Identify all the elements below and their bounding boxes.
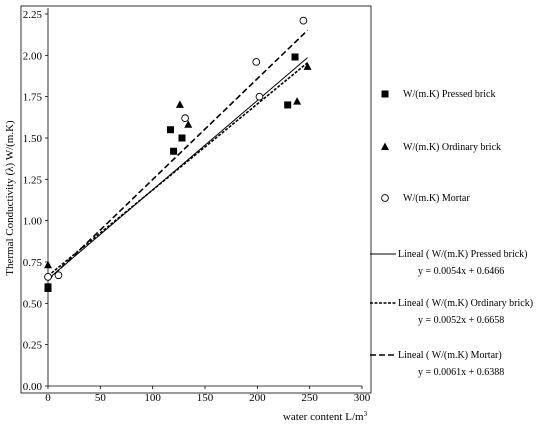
x-axis-label-group: water content L/m3 [283, 410, 368, 423]
data-point-square [284, 101, 292, 109]
data-point-triangle [175, 100, 184, 108]
axes: 0.00 0.25 0.50 0.75 1.00 1.25 1.50 1.75 2.00 2.25… [23, 8, 371, 404]
data-point-square [166, 126, 174, 134]
y-tick-label: 0.25 [23, 340, 43, 352]
y-tick-label: 0.50 [23, 298, 43, 310]
legend-marker [381, 142, 389, 150]
data-point-circle [299, 16, 308, 25]
data-point-triangle [44, 260, 52, 269]
data-point-circle [255, 92, 264, 101]
x-axis-label: water content L/m [283, 411, 364, 423]
data-point-square [178, 134, 186, 142]
y-tick-label: 1.50 [23, 133, 43, 145]
y-tick-label: 1.75 [23, 92, 43, 104]
y-tick-label: 1.25 [23, 174, 43, 186]
y-tick-label: 0.75 [23, 257, 43, 269]
y-tick-label: 2.25 [23, 9, 43, 21]
legend-trendline-label: Lineal ( W/(m.K) Mortar) [398, 350, 502, 361]
x-axis-label-superscript: 3 [364, 410, 368, 418]
legend-label: W/(m.K) Mortar [403, 193, 470, 204]
legend-trendline-label: Lineal ( W/(m.K) Ordinary brick) [398, 298, 533, 309]
data-point-triangle [293, 97, 302, 105]
legend-label: W/(m.K) Ordinary brick [403, 142, 501, 153]
trendline-equation: y = 0.0061x + 0.6388 [418, 367, 504, 378]
x-tick-label: 0 [45, 392, 51, 404]
x-tick-label: 250 [301, 392, 318, 404]
x-tick-label: 300 [354, 392, 371, 404]
legend: W/(m.K) Pressed brick W/(m.K) Ordinary br… [370, 89, 533, 378]
data-point-square [170, 147, 178, 155]
legend-label: W/(m.K) Pressed brick [403, 89, 495, 100]
data-point-circle [44, 273, 52, 281]
data-points [44, 16, 312, 292]
plot-frame [20, 5, 372, 394]
y-tick-label: 0.00 [23, 381, 43, 393]
data-point-circle [54, 271, 63, 280]
trendline-equation: y = 0.0052x + 0.6658 [418, 315, 504, 326]
data-point-square [291, 53, 299, 61]
data-point-circle [181, 114, 189, 123]
data-point-triangle [184, 120, 193, 128]
y-axis-label: Thermal Conductivity (λ) W/(m.K) [4, 120, 16, 276]
data-point-square [44, 284, 52, 292]
trendline [47, 29, 309, 281]
legend-marker [381, 194, 389, 202]
y-tick-label: 2.00 [23, 50, 43, 62]
data-point-triangle [303, 62, 312, 70]
x-tick-label: 150 [197, 392, 214, 404]
x-tick-label: 200 [249, 392, 266, 404]
x-tick-label: 100 [144, 392, 161, 404]
x-tick-label: 50 [95, 392, 107, 404]
trendline-equation: y = 0.0054x + 0.6466 [418, 266, 504, 277]
data-point-circle [252, 58, 261, 66]
legend-marker [381, 90, 389, 98]
trendline [47, 62, 309, 277]
trendlines [47, 29, 309, 281]
legend-trendline-label: Lineal ( W/(m.K) Pressed brick) [398, 249, 528, 260]
y-tick-label: 1.00 [23, 216, 43, 228]
